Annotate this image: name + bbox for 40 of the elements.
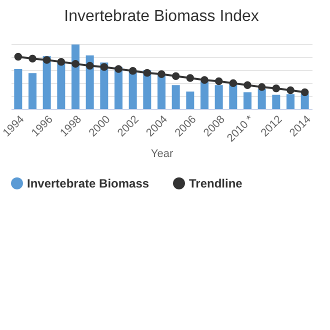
point xyxy=(258,83,266,91)
bar xyxy=(72,44,80,109)
chart-title: Invertebrate Biomass Index xyxy=(64,8,259,25)
bar xyxy=(57,62,66,109)
point xyxy=(28,54,36,63)
point xyxy=(42,56,51,64)
point xyxy=(229,79,238,88)
point xyxy=(100,63,108,71)
bar xyxy=(172,85,180,109)
point xyxy=(86,62,94,70)
bar xyxy=(186,92,194,109)
point xyxy=(158,70,166,78)
legend-label: Trendline xyxy=(189,176,243,190)
bar xyxy=(214,85,223,109)
point xyxy=(300,88,309,96)
point xyxy=(143,68,152,77)
point xyxy=(186,74,194,82)
bar xyxy=(200,81,208,109)
legend-label: Invertebrate Biomass xyxy=(27,176,150,190)
bar xyxy=(272,94,280,109)
bar xyxy=(128,70,137,109)
bar xyxy=(229,84,238,109)
bar xyxy=(258,88,266,109)
point xyxy=(114,65,122,73)
x-axis-title: Year xyxy=(150,148,174,160)
bar xyxy=(244,92,252,109)
point xyxy=(272,84,280,92)
point xyxy=(172,72,180,80)
point xyxy=(200,76,208,84)
bar xyxy=(28,73,36,109)
point xyxy=(286,86,294,94)
point xyxy=(128,67,137,75)
point xyxy=(14,52,22,61)
point xyxy=(72,60,80,68)
point xyxy=(244,81,252,89)
bar xyxy=(286,94,294,109)
point xyxy=(214,77,223,86)
bar xyxy=(14,68,22,109)
point xyxy=(57,58,66,66)
bar xyxy=(158,74,166,109)
